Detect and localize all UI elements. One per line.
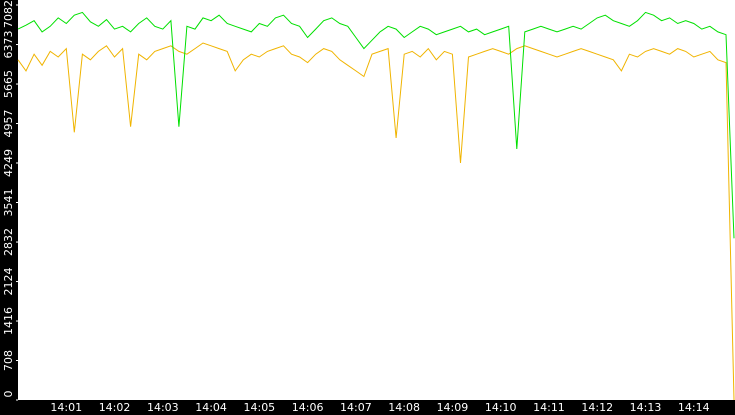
x-axis-strip bbox=[0, 400, 735, 415]
x-tick-label: 14:06 bbox=[292, 401, 324, 414]
y-tick-label: 3541 bbox=[2, 189, 15, 217]
x-tick-label: 14:01 bbox=[50, 401, 82, 414]
x-tick-label: 14:07 bbox=[340, 401, 372, 414]
x-tick-label: 14:13 bbox=[630, 401, 662, 414]
x-tick-label: 14:04 bbox=[195, 401, 227, 414]
y-tick-label: 1416 bbox=[2, 307, 15, 335]
x-tick-label: 14:12 bbox=[581, 401, 613, 414]
y-tick-label: 708 bbox=[2, 350, 15, 371]
y-tick-label: 6373 bbox=[2, 31, 15, 59]
x-tick-label: 14:10 bbox=[485, 401, 517, 414]
x-tick-label: 14:09 bbox=[437, 401, 469, 414]
x-tick-label: 14:14 bbox=[678, 401, 710, 414]
y-tick-label: 0 bbox=[2, 391, 15, 398]
x-tick-label: 14:11 bbox=[533, 401, 565, 414]
y-tick-label: 2832 bbox=[2, 228, 15, 256]
series-line bbox=[17, 42, 735, 401]
x-tick-label: 14:02 bbox=[99, 401, 131, 414]
x-tick-label: 14:08 bbox=[388, 401, 420, 414]
y-tick-label: 4957 bbox=[2, 110, 15, 138]
y-tick-label: 7082 bbox=[2, 0, 15, 28]
y-tick-label: 4249 bbox=[2, 149, 15, 177]
y-tick-label: 2124 bbox=[2, 268, 15, 296]
x-tick-label: 14:03 bbox=[147, 401, 179, 414]
series-line bbox=[17, 11, 735, 239]
y-tick-label: 5665 bbox=[2, 70, 15, 98]
x-tick-label: 14:05 bbox=[243, 401, 275, 414]
y-axis-strip bbox=[0, 0, 18, 415]
